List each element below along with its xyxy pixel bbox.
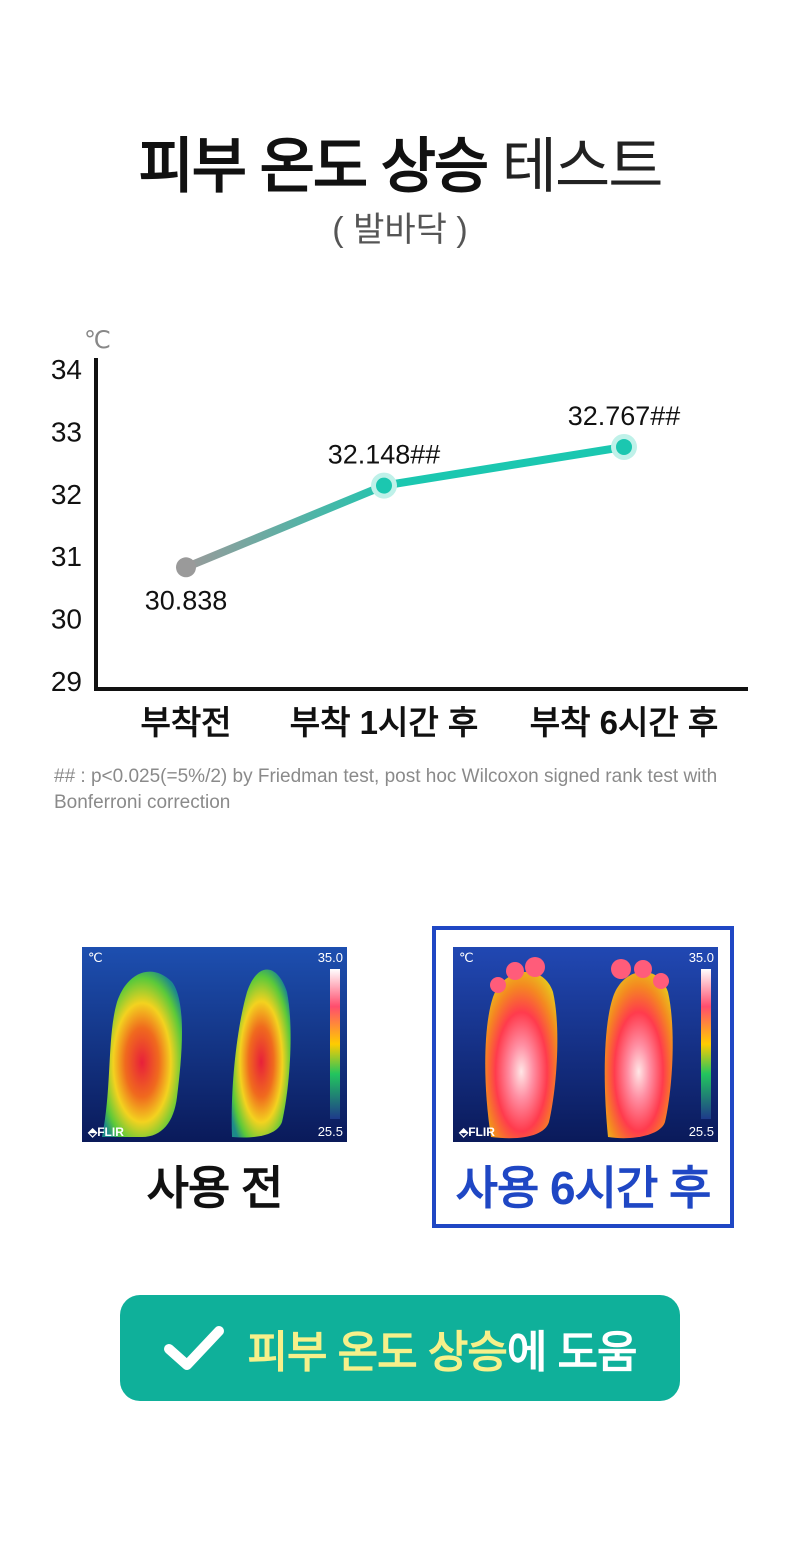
page-subtitle: ( 발바닥 ) <box>332 211 468 249</box>
data-point <box>176 557 196 578</box>
data-label: 32.767## <box>568 401 681 431</box>
title-bold: 피부 온도 상승 <box>138 133 490 200</box>
thermal-scale-max: 35.0 <box>688 950 714 965</box>
flir-logo: ⬘FLIR <box>88 1125 124 1139</box>
x-tick-label: 부착 1시간 후 <box>290 704 479 741</box>
data-point <box>376 477 392 494</box>
title-light: 테스트 <box>501 133 664 200</box>
highlight-frame <box>432 926 734 1228</box>
data-label: 32.148## <box>328 440 441 470</box>
x-tick-label: 부착 6시간 후 <box>530 704 719 741</box>
thermal-unit: ℃ <box>459 950 474 965</box>
y-axis-unit: ℃ <box>84 327 111 354</box>
temperature-line-chart: ℃ 29 30 31 32 33 34 30.838 32.148## 32.767## 부착… <box>51 327 748 741</box>
y-tick-label: 34 <box>51 354 82 385</box>
thermal-scale-min: 25.5 <box>688 1124 714 1139</box>
y-tick-label: 30 <box>51 604 82 635</box>
y-tick-label: 33 <box>51 416 82 447</box>
footnote: ## : p<0.025(=5%/2) by Friedman test, po… <box>54 766 718 813</box>
benefit-highlight: 피부 온도 상승 <box>247 1328 507 1377</box>
caption-before: 사용 전 <box>146 1162 284 1214</box>
checkmark-icon <box>164 1326 225 1370</box>
y-tick-label: 29 <box>51 666 82 697</box>
thermal-scale-min: 25.5 <box>317 1124 343 1139</box>
benefit-rest: 에 도움 <box>506 1328 638 1377</box>
thermal-image-after: ℃ 35.0 25.5 ⬘FLIR <box>453 947 718 1142</box>
y-tick-label: 31 <box>51 541 82 572</box>
page-title: 피부 온도 상승 테스트 <box>0 118 800 205</box>
data-point <box>616 438 632 455</box>
caption-after: 사용 6시간 후 <box>455 1162 712 1214</box>
thermal-scale-max: 35.0 <box>317 950 343 965</box>
thermal-image-before: ℃ 35.0 25.5 ⬘FLIR <box>82 947 347 1142</box>
data-label: 30.838 <box>145 585 228 615</box>
benefit-banner: 피부 온도 상승에 도움 <box>120 1295 680 1401</box>
benefit-text: 피부 온도 상승에 도움 <box>247 1316 638 1380</box>
y-tick-label: 32 <box>51 479 82 510</box>
flir-logo: ⬘FLIR <box>459 1125 495 1139</box>
thermal-unit: ℃ <box>88 950 103 965</box>
x-tick-label: 부착전 <box>140 704 231 741</box>
